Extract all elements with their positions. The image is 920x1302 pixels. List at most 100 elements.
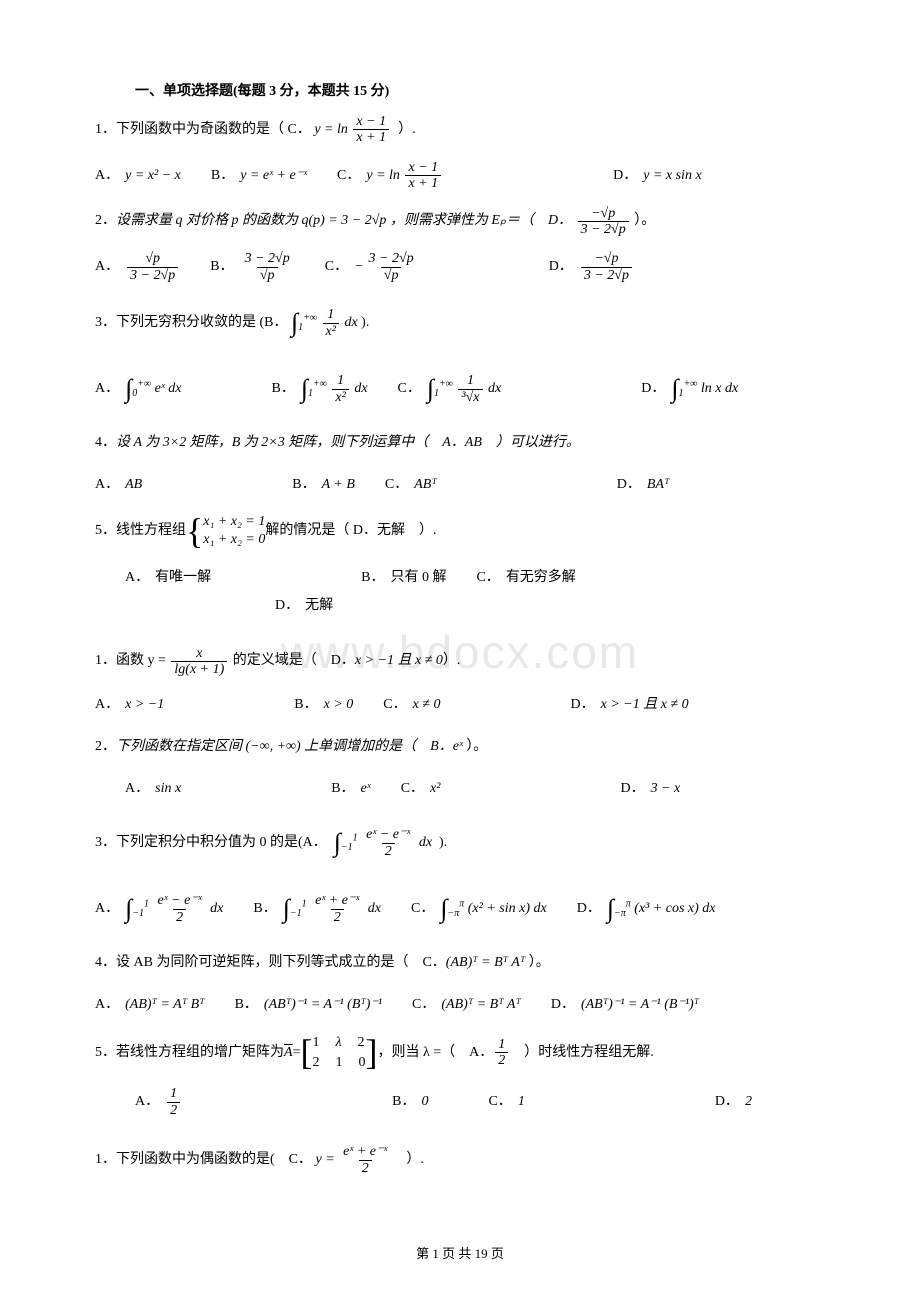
qpost: ). — [439, 829, 447, 857]
a-num: eˣ − e⁻ˣ — [155, 893, 205, 908]
opt-c-label: C． — [412, 991, 435, 1019]
q1-3-options: A． ∫0+∞ eˣ dx B． ∫1+∞ 1x² dx C． ∫1+∞ 1³√… — [95, 363, 825, 415]
opt-c-label: C． — [383, 691, 406, 719]
q1-2-options: A． √p3 − 2√p B． 3 − 2√p√p C． − 3 − 2√p√p… — [95, 251, 825, 283]
opt-b-label: B． — [272, 375, 295, 403]
c-den: ³√x — [458, 389, 482, 405]
den: x² — [323, 323, 339, 339]
q1-3-ans: ∫1+∞ 1x² dx — [291, 297, 358, 349]
section-title: 一、单项选择题(每题 3 分，本题共 15 分) — [95, 80, 825, 100]
qtext: 函数 y = — [116, 647, 166, 675]
qpost: ）. — [443, 647, 461, 675]
opt-a-label: A． — [95, 253, 119, 281]
m12: 0 — [358, 1053, 365, 1073]
opt-a: sin x — [155, 775, 181, 803]
qnum: 5． — [95, 1039, 116, 1067]
opt-b: ∫1+∞ 1x² dx — [301, 363, 368, 415]
ans: eˣ — [453, 733, 463, 761]
opt-c-label: C． — [398, 375, 421, 403]
abar: A — [284, 1039, 293, 1067]
opt-b: x > 0 — [324, 691, 354, 719]
a-den: 2 — [167, 1102, 180, 1118]
opt-b: (ABᵀ)⁻¹ = A⁻¹ (Bᵀ)⁻¹ — [264, 991, 382, 1019]
qtext: 设需求量 q 对价格 p 的函数为 q(p) = 3 − 2√p ，则需求弹性为… — [116, 207, 572, 235]
c-den: x + 1 — [405, 175, 441, 191]
opt-d-label: D． — [613, 162, 637, 190]
qtext: 线性方程组 — [116, 517, 186, 545]
q2-2-options: A．sin x B．eˣ C．x² D．3 − x — [95, 775, 825, 803]
opt-c: x ≠ 0 — [413, 691, 441, 719]
num: x − 1 — [353, 114, 389, 129]
opt-a: ∫0+∞ eˣ dx — [125, 363, 181, 415]
den: lg(x + 1) — [171, 661, 227, 677]
qnum: 4． — [95, 949, 116, 977]
c-num: 1 — [464, 373, 477, 388]
opt-c: ABᵀ — [414, 471, 437, 499]
b-num: 1 — [334, 373, 347, 388]
opt-b-label: B． — [253, 895, 276, 923]
b-den: 2 — [331, 909, 344, 925]
m00: 1 — [312, 1033, 319, 1053]
q2-4: 4． 设 AB 为同阶可逆矩阵，则下列等式成立的是（ C． (AB)ᵀ = Bᵀ… — [95, 949, 825, 977]
opt-c-label: C． — [411, 895, 434, 923]
opt-b: 0 — [421, 1088, 428, 1116]
opt-c: 1 — [518, 1088, 525, 1116]
qtext: 下列函数在指定区间 (−∞, +∞) 上单调增加的是（ B． — [116, 733, 453, 761]
opt-d: y = x sin x — [643, 162, 701, 190]
num: eˣ + e⁻ˣ — [340, 1144, 390, 1159]
ans: (AB)ᵀ = Bᵀ Aᵀ — [446, 949, 525, 977]
qmid: 的定义域是（ D． — [233, 647, 355, 675]
q2-5: 5． 若线性方程组的增广矩阵为 A = [ 1λ2 210 ] ，则当 λ =（… — [95, 1033, 825, 1072]
opt-a-label: A． — [95, 162, 119, 190]
c-num: 3 − 2√p — [366, 251, 417, 266]
c-num: x − 1 — [405, 160, 441, 175]
qtext: 下列定积分中积分值为 0 的是(A． — [116, 829, 327, 857]
m02: 2 — [358, 1033, 365, 1053]
opt-c: ∫1+∞ 1³√x dx — [427, 363, 501, 415]
c-prefix: y = ln — [366, 168, 400, 183]
qtext: 下列函数中为奇函数的是（ C． — [116, 116, 311, 144]
opt-a: 有唯一解 — [155, 564, 211, 592]
qtext: 设 A 为 3×2 矩阵，B 为 2×3 矩阵，则下列运算中（ A．AB ）可以… — [116, 429, 580, 457]
opt-b: A + B — [322, 471, 355, 499]
q1-4: 4． 设 A 为 3×2 矩阵，B 为 2×3 矩阵，则下列运算中（ A．AB … — [95, 429, 825, 457]
opt-d-label: D． — [551, 991, 575, 1019]
d-den: 3 − 2√p — [581, 267, 632, 283]
qtext: 设 AB 为同阶可逆矩阵，则下列等式成立的是（ C． — [116, 949, 446, 977]
qnum: 5． — [95, 517, 116, 545]
opt-a-label: A． — [125, 775, 149, 803]
ans: ∫−11 eˣ − e⁻ˣ2 dx — [334, 817, 432, 869]
q1-2: 2． 设需求量 q 对价格 p 的函数为 q(p) = 3 − 2√p ，则需求… — [95, 206, 825, 238]
opt-d: 2 — [745, 1088, 752, 1116]
qpost: ）。 — [466, 733, 487, 761]
opt-a-label: A． — [95, 991, 119, 1019]
q2-3: 3． 下列定积分中积分值为 0 的是(A． ∫−11 eˣ − e⁻ˣ2 dx … — [95, 817, 825, 869]
opt-d: ∫1+∞ ln x dx — [671, 363, 738, 415]
b-den: √p — [257, 267, 278, 283]
opt-c-label: C． — [385, 471, 408, 499]
qnum: 2． — [95, 207, 116, 235]
opt-c-label: C． — [476, 564, 499, 592]
den: x + 1 — [353, 129, 389, 145]
opt-b-label: B． — [292, 471, 315, 499]
opt-c: ∫−ππ (x² + sin x) dx — [440, 883, 546, 935]
opt-a-label: A． — [95, 375, 119, 403]
qnum: 4． — [95, 429, 116, 457]
opt-b: y = eˣ + e⁻ˣ — [240, 162, 307, 190]
opt-a-label: A． — [95, 895, 119, 923]
opt-d: ∫−ππ (x³ + cos x) dx — [607, 883, 716, 935]
opt-d-label: D． — [275, 592, 299, 620]
qpost: 解的情况是（ D．无解 ）. — [265, 517, 436, 545]
qpost: ）。 — [634, 207, 655, 235]
qpost: ）. — [406, 1146, 424, 1174]
opt-d: 3 − x — [651, 775, 681, 803]
qtext: 下列函数中为偶函数的是( C． — [116, 1146, 312, 1174]
opt-a-label: A． — [125, 564, 149, 592]
q2-5-options: A． 12 B．0 C．1 D．2 — [95, 1086, 825, 1118]
opt-c-label: C． — [337, 162, 360, 190]
q1-1-options: A．y = x² − x B．y = eˣ + e⁻ˣ C． y = ln x … — [95, 160, 825, 192]
a-den: 2 — [173, 909, 186, 925]
b-num: eˣ + e⁻ˣ — [312, 893, 362, 908]
opt-d-label: D． — [571, 691, 595, 719]
c-prefix: − — [354, 253, 363, 281]
